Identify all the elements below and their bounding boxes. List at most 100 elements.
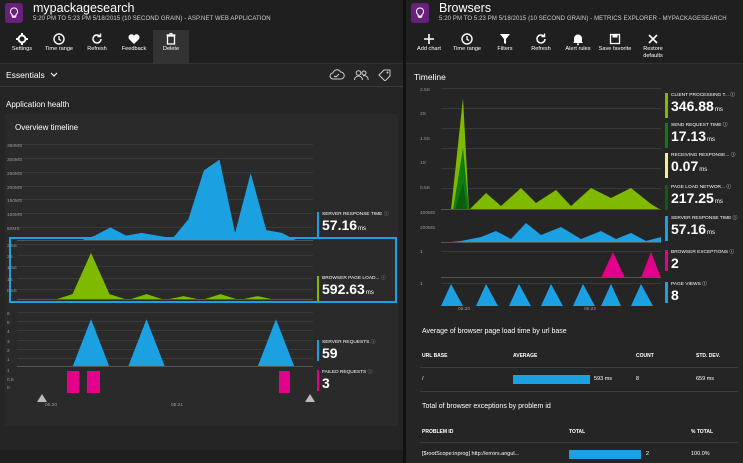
failed-requests-metric[interactable]: FAILED REQUESTS ⓘ 3 (317, 370, 372, 391)
cloud-icon[interactable] (329, 69, 345, 81)
blade-title: mypackagesearch (33, 1, 135, 15)
pct-total-header: % TOTAL (691, 429, 714, 435)
y-tick: 1 (7, 369, 10, 374)
series-area (17, 319, 313, 367)
metric-unit: ms (714, 107, 723, 113)
time-range-button[interactable]: Time range (40, 30, 78, 63)
refresh-button[interactable]: Refresh (524, 30, 558, 63)
refresh-icon (536, 33, 546, 44)
metric-unit: ms (707, 137, 716, 143)
y-tick: 2 (7, 348, 10, 354)
x-tick: 05:22 (584, 307, 597, 312)
server-response-metric-value: 57.16 (322, 217, 358, 233)
metric-label: CLIENT PROCESSING T... ⓘ (671, 93, 736, 98)
metric-tile[interactable]: BROWSER EXCEPTIONS ⓘ 2 (665, 250, 734, 271)
client-processing-area (441, 98, 661, 210)
failed-request-bar (87, 371, 100, 393)
y-tick: 1 (7, 357, 10, 363)
metric-tile[interactable]: CLIENT PROCESSING T... ⓘ 346.88ms (665, 93, 735, 118)
restore-defaults-button[interactable]: Restore defaults (634, 30, 672, 63)
average-bar (513, 375, 590, 384)
command-bar: Settings Time range Refresh Feedback Del… (0, 30, 403, 64)
total-cell: 2 (646, 451, 650, 457)
server-requests-chart[interactable] (17, 312, 313, 367)
server-response-metric[interactable]: SERVER RESPONSE TIME ⓘ 57.16ms (317, 212, 389, 237)
metric-tile[interactable]: PAGE LOAD NETWOR... ⓘ 217.25ms (665, 185, 731, 210)
users-icon[interactable] (353, 69, 369, 81)
feedback-button[interactable]: Feedback (116, 30, 152, 63)
page-load-breakdown-chart[interactable] (441, 88, 661, 210)
average-header: AVERAGE (513, 353, 538, 359)
y-tick: 3 (7, 339, 10, 345)
restore-defaults-label: Restore defaults (643, 46, 663, 59)
essentials-toggle[interactable]: Essentials (6, 70, 58, 80)
info-icon: ⓘ (370, 340, 376, 345)
alert-rules-button[interactable]: Alert rules (559, 30, 597, 63)
y-tick: 1 (420, 250, 423, 255)
overview-timeline-title: Overview timeline (15, 123, 79, 132)
metric-tile[interactable]: RECEIVING RESPONSE... ⓘ 0.07ms (665, 153, 736, 178)
y-tick: 1S (420, 161, 426, 167)
browsers-blade: Browsers 5:20 PM TO 5:23 PM 5/18/2015 (1… (406, 0, 743, 463)
time-brush-left-handle[interactable] (37, 394, 47, 402)
settings-button[interactable]: Settings (4, 30, 40, 63)
y-tick: 200MS (420, 226, 436, 231)
gear-icon (16, 33, 28, 45)
delete-button[interactable]: Delete (153, 30, 189, 63)
table-divider (420, 391, 738, 392)
metric-unit: ms (714, 199, 723, 205)
save-favorite-label: Save favorite (598, 46, 632, 52)
page-views-area (441, 284, 653, 306)
page-views-chart[interactable] (441, 282, 661, 306)
right-server-response-chart[interactable] (441, 213, 661, 243)
y-tick: 200MS (7, 185, 23, 191)
metric-tile[interactable]: SEND REQUEST TIME ⓘ 17.13ms (665, 123, 728, 148)
url-base-cell: / (422, 376, 424, 382)
chevron-down-icon (50, 72, 58, 77)
tag-icon[interactable] (378, 69, 392, 81)
metric-value: 17.13ms (671, 128, 716, 144)
metric-unit: ms (699, 167, 708, 173)
time-range-label: Time range (452, 46, 482, 52)
exceptions-area (601, 252, 661, 278)
metric-tile[interactable]: SERVER RESPONSE TIME ⓘ 57.16ms (665, 216, 737, 241)
metric-value: 57.16ms (671, 221, 716, 237)
failed-requests-metric-label: FAILED REQUESTS (322, 370, 367, 375)
lightbulb-icon (411, 3, 429, 23)
y-tick: 5 (7, 321, 10, 327)
feedback-label: Feedback (121, 46, 147, 52)
refresh-button[interactable]: Refresh (80, 30, 114, 63)
timeline-title: Timeline (414, 72, 446, 82)
metric-value: 217.25ms (671, 190, 723, 206)
server-requests-metric[interactable]: SERVER REQUESTS ⓘ 59 (317, 340, 376, 361)
metric-value: 8 (671, 287, 679, 303)
filters-button[interactable]: Filters (488, 30, 522, 63)
y-tick: 0.5 (7, 377, 14, 383)
save-favorite-button[interactable]: Save favorite (598, 30, 632, 63)
plus-icon (424, 34, 434, 44)
metric-value: 0.07ms (671, 158, 708, 174)
url-base-table-title: Average of browser page load time by url… (422, 328, 567, 335)
server-response-chart[interactable] (17, 144, 313, 241)
add-chart-button[interactable]: Add chart (410, 30, 448, 63)
metric-tile[interactable]: PAGE VIEWS ⓘ 8 (665, 282, 707, 303)
browser-page-load-metric[interactable]: BROWSER PAGE LOAD... ⓘ 592.63ms (317, 276, 386, 301)
metric-label: SEND REQUEST TIME ⓘ (671, 123, 728, 128)
y-tick: 1S (7, 277, 13, 283)
lightbulb-icon (5, 3, 23, 23)
failed-requests-chart[interactable] (17, 369, 313, 395)
time-range-button[interactable]: Time range (448, 30, 486, 63)
browser-exceptions-chart[interactable] (441, 250, 661, 278)
y-tick: 50MS (7, 227, 20, 233)
add-chart-label: Add chart (417, 46, 441, 52)
table-divider (420, 442, 738, 443)
std-dev-cell: 659 ms (696, 376, 715, 382)
time-range-label: Time range (44, 46, 74, 52)
time-brush-right-handle[interactable] (305, 394, 315, 402)
selected-chart-highlight[interactable] (9, 237, 397, 303)
browser-page-load-chart[interactable] (17, 244, 313, 300)
y-tick: 150MS (7, 199, 23, 205)
y-tick: 0.5S (420, 185, 430, 191)
y-tick: 4 (7, 330, 10, 336)
server-requests-metric-value: 59 (322, 345, 338, 361)
